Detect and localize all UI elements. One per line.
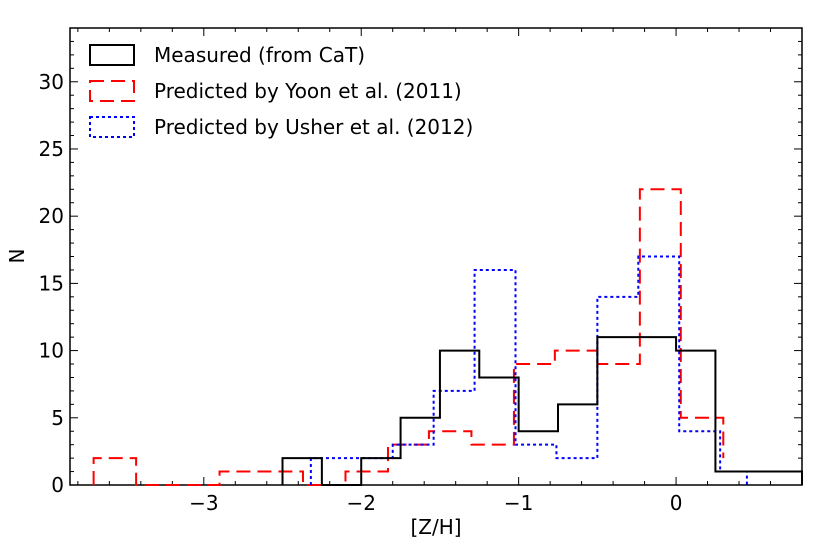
y-tick-label: 25 — [39, 137, 64, 161]
x-tick-label: −2 — [346, 491, 375, 515]
y-axis-label: N — [5, 249, 29, 264]
y-tick-labels: 0 5 10 15 20 25 30 — [39, 70, 64, 497]
legend-swatch-dashed — [89, 80, 135, 102]
legend-swatch-solid — [89, 44, 135, 66]
x-axis-label: [Z/H] — [410, 515, 461, 539]
y-tick-label: 30 — [39, 70, 64, 94]
series-solid-histogram — [281, 336, 803, 486]
legend-label-solid: Measured (from CaT) — [154, 43, 365, 67]
series-layer — [92, 188, 803, 486]
x-tick-labels: −3 −2 −1 0 — [189, 491, 682, 515]
x-tick-label: −1 — [504, 491, 533, 515]
x-tick-label: −3 — [189, 491, 218, 515]
y-tick-label: 5 — [51, 406, 64, 430]
legend-label-dashed: Predicted by Yoon et al. (2011) — [154, 79, 462, 103]
legend-label-dotted: Predicted by Usher et al. (2012) — [154, 115, 473, 139]
tick-marks — [70, 27, 803, 486]
x-tick-label: 0 — [670, 491, 683, 515]
y-tick-label: 15 — [39, 271, 64, 295]
y-tick-label: 20 — [39, 204, 64, 228]
y-tick-label: 10 — [39, 339, 64, 363]
legend: Measured (from CaT) Predicted by Yoon et … — [89, 43, 473, 139]
y-tick-label: 0 — [51, 473, 64, 497]
series-dashed-histogram — [92, 188, 725, 486]
legend-swatch-dotted — [89, 116, 135, 138]
